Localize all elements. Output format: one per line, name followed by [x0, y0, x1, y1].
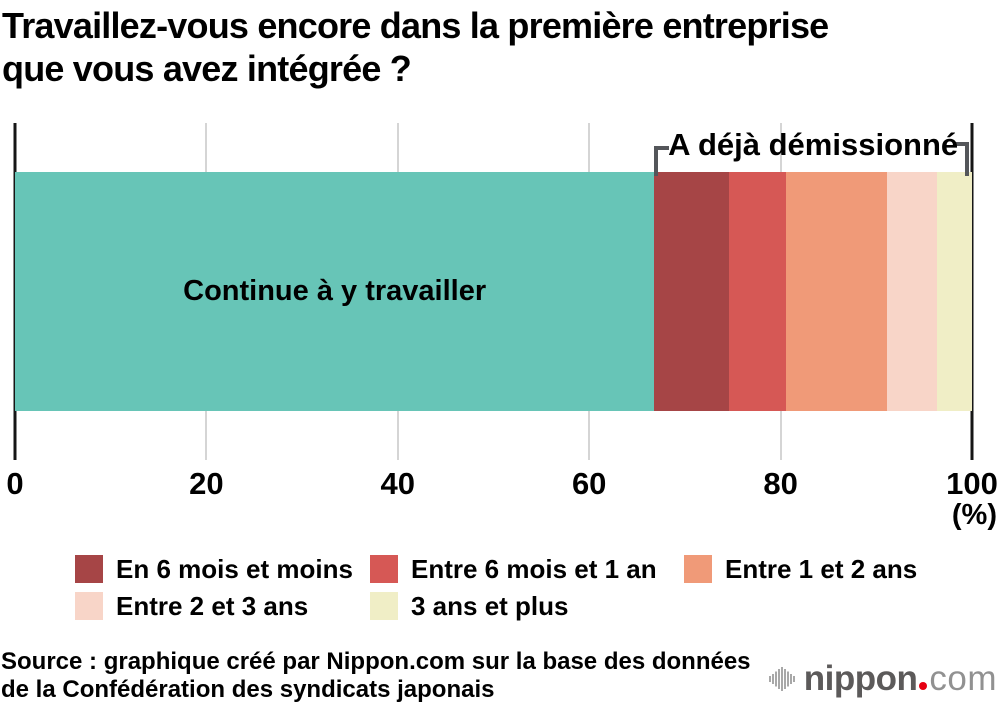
bar-segment-3: [786, 172, 887, 411]
tick-label-40: 40: [380, 466, 416, 501]
plot-area: Continue à y travailler A déjà démission…: [13, 123, 974, 460]
legend-swatch-icon: [684, 555, 712, 583]
bar-segment-1: [654, 172, 729, 411]
bar-segment-5: [936, 172, 972, 411]
annotation-bracket-left: [654, 146, 670, 176]
legend-label: 3 ans et plus: [411, 590, 569, 621]
tick-label-0: 0: [6, 466, 24, 501]
source-note: Source : graphique créé par Nippon.com s…: [1, 648, 751, 704]
legend-swatch-icon: [370, 592, 398, 620]
axis-line-100: [970, 123, 974, 460]
chart-title: Travaillez-vous encore dans la première …: [2, 4, 1000, 90]
legend-item-2: Entre 1 et 2 ans: [684, 553, 918, 584]
source-line2: de la Confédération des syndicats japona…: [1, 676, 495, 703]
legend-label: En 6 mois et moins: [116, 553, 353, 584]
annotation-bracket-right: [954, 142, 969, 176]
stacked-bar: Continue à y travailler: [15, 172, 972, 411]
legend: En 6 mois et moins Entre 6 mois et 1 an En…: [75, 553, 918, 621]
axis-unit-label: (%): [951, 499, 997, 531]
legend-item-4: 3 ans et plus: [370, 590, 684, 621]
legend-swatch-icon: [75, 592, 103, 620]
legend-swatch-icon: [75, 555, 103, 583]
bar-segment-2: [728, 172, 787, 411]
tick-label-60: 60: [571, 466, 607, 501]
soundwave-icon: [768, 666, 795, 691]
legend-label: Entre 2 et 3 ans: [116, 590, 309, 621]
nippon-logo: nippon com: [768, 659, 997, 698]
legend-item-0: En 6 mois et moins: [75, 553, 370, 584]
tick-label-100: 100: [946, 466, 998, 501]
x-axis-ticks: 0 20 40 60 80 100: [6, 466, 997, 502]
bar-segment-4: [886, 172, 937, 411]
legend-label: Entre 1 et 2 ans: [725, 553, 918, 584]
logo-tld: com: [929, 659, 997, 698]
logo-red-dot-icon: [919, 682, 928, 690]
source-line1: Source : graphique créé par Nippon.com s…: [1, 648, 751, 675]
tick-label-80: 80: [763, 466, 798, 501]
logo-wordmark: nippon: [803, 659, 918, 698]
chart-title-line2: que vous avez intégrée ?: [2, 48, 412, 89]
legend-item-3: Entre 2 et 3 ans: [75, 590, 370, 621]
annotation-label: A déjà démissionné: [668, 127, 959, 162]
legend-item-1: Entre 6 mois et 1 an: [370, 553, 684, 584]
legend-swatch-icon: [370, 555, 398, 583]
bar-segment-0: Continue à y travailler: [15, 172, 655, 411]
legend-label: Entre 6 mois et 1 an: [411, 553, 657, 584]
chart-title-line1: Travaillez-vous encore dans la première …: [2, 5, 829, 46]
bar-segment-label: Continue à y travailler: [183, 275, 487, 307]
tick-label-20: 20: [189, 466, 224, 501]
